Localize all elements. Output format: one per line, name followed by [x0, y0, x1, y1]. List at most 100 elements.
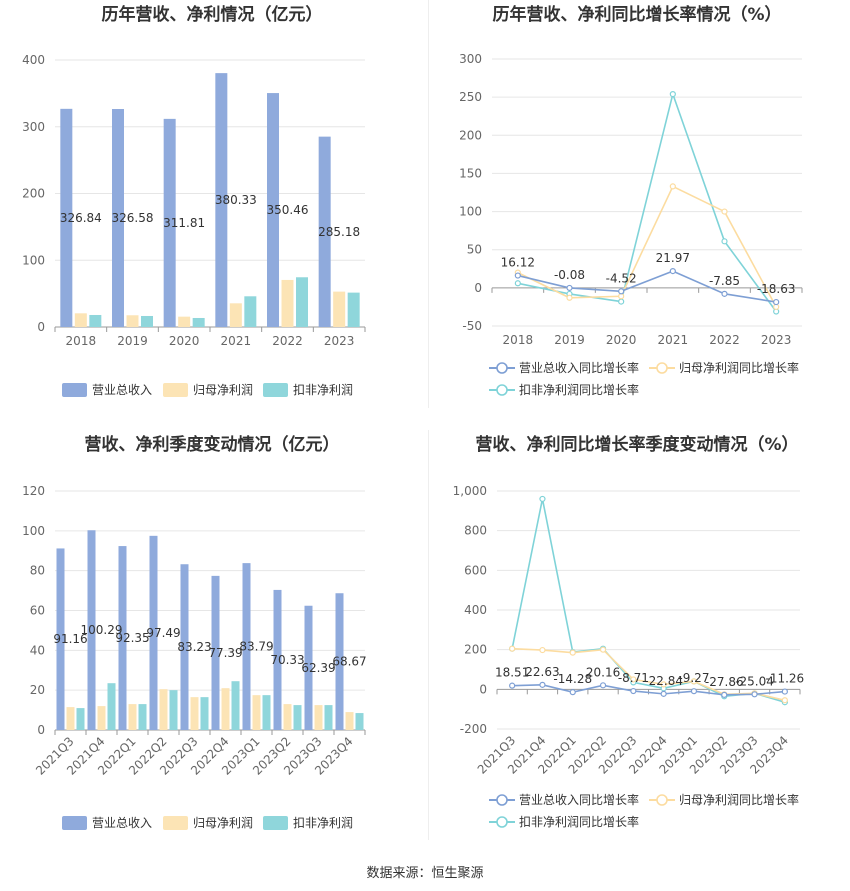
revenue-growth-point — [539, 681, 546, 688]
revenue-growth-point — [660, 690, 667, 697]
bar-parent-profit — [126, 315, 139, 327]
deducted-profit-growth-line — [517, 91, 777, 312]
revenue-growth-point — [514, 272, 521, 279]
x-tick-label: 2019 — [554, 333, 585, 347]
bar-parent-profit — [66, 707, 75, 730]
x-tick-label: 2018 — [503, 333, 534, 347]
x-tick-label: 2018 — [66, 334, 97, 348]
legend-label: 扣非净利润 — [293, 816, 353, 830]
revenue-data-label: 97.49 — [146, 626, 180, 640]
legend-marker — [496, 794, 508, 806]
legend-marker — [496, 816, 508, 828]
revenue-data-label: 62.39 — [301, 661, 335, 675]
y-tick-label: 400 — [22, 53, 45, 67]
bar-deducted-profit — [296, 277, 308, 327]
revenue-growth-point — [669, 267, 676, 275]
revenue-growth-line — [517, 270, 777, 303]
deducted-profit-growth-point — [721, 238, 728, 245]
bar-revenue — [318, 136, 331, 327]
revenue-growth-point — [569, 689, 576, 696]
bar-revenue — [304, 605, 313, 730]
bar-revenue — [87, 530, 96, 730]
x-tick-label: 2020 — [169, 334, 200, 348]
legend-label: 扣非净利润同比增长率 — [519, 814, 639, 829]
bar-revenue — [335, 593, 344, 730]
y-tick-label: 0 — [37, 320, 45, 334]
x-tick-label: 2023 — [761, 333, 792, 347]
y-tick-label: 100 — [22, 524, 45, 538]
bar-revenue — [180, 564, 189, 730]
revenue-data-label: 100.29 — [81, 623, 123, 637]
legend-label: 归母净利润同比增长率 — [679, 360, 799, 375]
legend-label: 营业总收入同比增长率 — [519, 360, 639, 375]
bar-parent-profit — [159, 689, 168, 730]
revenue-data-label: 92.35 — [115, 631, 149, 645]
bar-deducted-profit — [231, 681, 240, 730]
y-tick-label: 40 — [30, 643, 45, 657]
revenue-growth-data-label: -7.85 — [709, 274, 740, 288]
legend-label: 营业总收入 — [92, 816, 152, 830]
y-tick-label: 600 — [464, 563, 487, 577]
bar-revenue — [56, 548, 65, 730]
y-tick-label: 300 — [459, 52, 482, 66]
revenue-growth-point — [630, 687, 637, 695]
legend-marker — [496, 362, 508, 374]
y-tick-label: 0 — [479, 682, 487, 696]
bar-parent-profit — [221, 688, 230, 730]
chart-title: 历年营收、净利情况（亿元） — [102, 4, 323, 25]
revenue-growth-data-label: -4.52 — [606, 271, 637, 285]
annual-revenue-profit-chart: 历年营收、净利情况（亿元） 0 100 200 300 400 326.84 326.58 31… — [0, 0, 425, 410]
deducted-profit-growth-point — [669, 90, 676, 98]
bar-parent-profit — [345, 712, 354, 730]
legend-label: 营业总收入同比增长率 — [519, 792, 639, 807]
revenue-growth-data-label: -0.08 — [554, 268, 585, 282]
revenue-growth-data-label: -25.04 — [735, 674, 774, 688]
revenue-data-label: 326.58 — [112, 211, 154, 225]
bar-deducted-profit — [76, 708, 85, 730]
y-tick-label: 0 — [37, 723, 45, 737]
y-tick-label: 200 — [22, 187, 45, 201]
parent-profit-growth-point — [566, 294, 573, 301]
y-tick-label: 150 — [459, 166, 482, 180]
deducted-profit-growth-point — [618, 298, 625, 305]
legend-swatch — [163, 816, 188, 830]
bar-revenue — [149, 535, 158, 730]
revenue-growth-point — [781, 688, 788, 695]
y-tick-label: 800 — [464, 524, 487, 538]
revenue-growth-data-label: -27.86 — [705, 675, 744, 689]
revenue-growth-data-label: -14.28 — [553, 672, 592, 686]
bar-revenue — [112, 109, 124, 328]
y-tick-label: -200 — [460, 722, 487, 736]
parent-profit-growth-point — [630, 676, 637, 683]
revenue-data-label: 83.79 — [239, 640, 273, 654]
revenue-growth-data-label: 18.51 — [495, 666, 529, 680]
bar-revenue — [242, 563, 251, 730]
legend-label: 扣非净利润 — [293, 383, 353, 397]
bar-deducted-profit — [192, 317, 205, 327]
revenue-growth-point — [618, 288, 625, 295]
y-tick-label: -50 — [462, 319, 482, 333]
data-source-note: 数据来源：恒生聚源 — [366, 866, 484, 881]
bar-parent-profit — [128, 704, 137, 730]
revenue-data-label: 70.33 — [270, 653, 304, 667]
x-tick-label: 2021 — [221, 334, 252, 348]
y-tick-label: 20 — [30, 683, 45, 697]
bar-deducted-profit — [324, 705, 333, 730]
y-tick-label: 1,000 — [453, 484, 487, 498]
annual-growth-rate-svg: 历年营收、净利同比增长率情况（%） -50 0 50 100 150 200 250 300 16… — [459, 4, 803, 397]
x-tick-label: 2021 — [658, 333, 689, 347]
bar-parent-profit — [74, 313, 87, 327]
x-tick-label: 2022 — [709, 333, 740, 347]
parent-profit-growth-point — [599, 646, 607, 653]
parent-profit-growth-point — [781, 697, 788, 704]
panel-divider-bottom — [428, 430, 429, 840]
bar-revenue — [211, 575, 220, 730]
deducted-profit-growth-point — [514, 280, 521, 287]
bar-parent-profit — [178, 316, 191, 327]
bar-parent-profit — [97, 706, 106, 730]
parent-profit-growth-point — [721, 208, 728, 215]
bar-parent-profit — [229, 303, 242, 327]
chart-title: 营收、净利季度变动情况（亿元） — [85, 434, 340, 455]
quarterly-growth-rate-chart: 营收、净利同比增长率季度变动情况（%） -200 0 200 400 600 800 1,00… — [425, 430, 850, 850]
revenue-data-label: 350.46 — [267, 203, 309, 217]
